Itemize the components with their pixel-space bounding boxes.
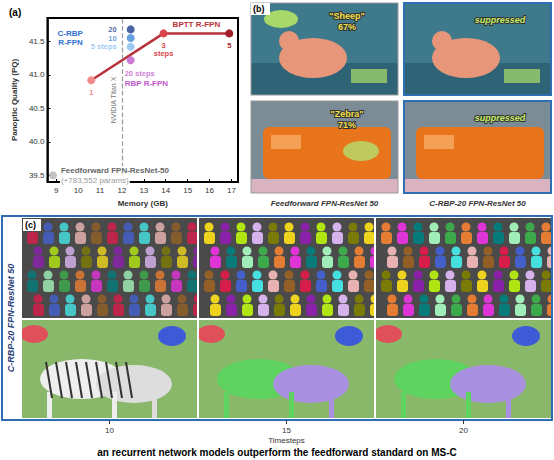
svg-text:10: 10: [105, 426, 114, 435]
svg-text:14: 14: [161, 186, 170, 195]
svg-text:suppressed: suppressed: [475, 15, 526, 25]
svg-text:15: 15: [282, 426, 291, 435]
svg-text:(b): (b): [253, 4, 265, 14]
svg-text:"Sheep": "Sheep": [329, 11, 365, 21]
svg-text:12: 12: [117, 186, 126, 195]
svg-text:13: 13: [139, 186, 148, 195]
svg-text:41.5: 41.5: [29, 37, 45, 46]
svg-text:67%: 67%: [338, 22, 356, 32]
svg-text:BPTT R-FPN: BPTT R-FPN: [173, 20, 221, 29]
svg-text:9: 9: [54, 186, 59, 195]
svg-text:20 steps: 20 steps: [125, 69, 155, 78]
svg-text:C-RBP-20 FPN-ResNet 50: C-RBP-20 FPN-ResNet 50: [6, 264, 16, 373]
svg-text:"Zebra": "Zebra": [330, 109, 363, 119]
svg-text:40.0: 40.0: [29, 137, 45, 146]
svg-text:41.0: 41.0: [29, 70, 45, 79]
svg-text:10: 10: [74, 186, 83, 195]
svg-text:10: 10: [108, 34, 116, 43]
svg-text:5: 5: [227, 41, 231, 50]
svg-text:C-RBP-20 FPN-ResNet 50: C-RBP-20 FPN-ResNet 50: [429, 199, 526, 208]
svg-text:an recurrent network models ou: an recurrent network models outperform t…: [97, 447, 457, 458]
svg-text:C-RBP: C-RBP: [57, 29, 83, 38]
svg-text:(+783,552 params): (+783,552 params): [61, 176, 129, 185]
svg-text:Feedforward FPN-ResNet 50: Feedforward FPN-ResNet 50: [271, 199, 379, 208]
svg-text:71%: 71%: [338, 120, 356, 130]
svg-text:Memory (GB): Memory (GB): [118, 199, 169, 208]
svg-text:3: 3: [161, 40, 166, 50]
svg-text:11: 11: [96, 186, 105, 195]
svg-text:20: 20: [459, 426, 468, 435]
svg-text:39.5: 39.5: [29, 171, 45, 180]
svg-text:5 steps: 5 steps: [91, 42, 117, 51]
svg-text:Timesteps: Timesteps: [268, 436, 305, 445]
svg-text:steps: steps: [154, 49, 174, 58]
svg-text:Feedforward FPN-ResNet-50: Feedforward FPN-ResNet-50: [61, 166, 170, 175]
svg-text:RBP R-FPN: RBP R-FPN: [125, 79, 169, 88]
svg-text:NVIDIA Titan X: NVIDIA Titan X: [110, 76, 117, 123]
svg-text:17: 17: [227, 186, 236, 195]
svg-text:Panoptic Quality (PQ): Panoptic Quality (PQ): [10, 59, 19, 142]
svg-text:20: 20: [108, 25, 116, 34]
svg-text:40.5: 40.5: [29, 104, 45, 113]
svg-text:R-FPN: R-FPN: [58, 38, 83, 47]
svg-text:15: 15: [183, 186, 192, 195]
svg-text:suppressed: suppressed: [475, 113, 526, 123]
svg-text:1: 1: [89, 88, 93, 97]
svg-text:(c): (c): [25, 220, 36, 230]
svg-text:16: 16: [205, 186, 214, 195]
svg-text:(a): (a): [9, 7, 21, 18]
